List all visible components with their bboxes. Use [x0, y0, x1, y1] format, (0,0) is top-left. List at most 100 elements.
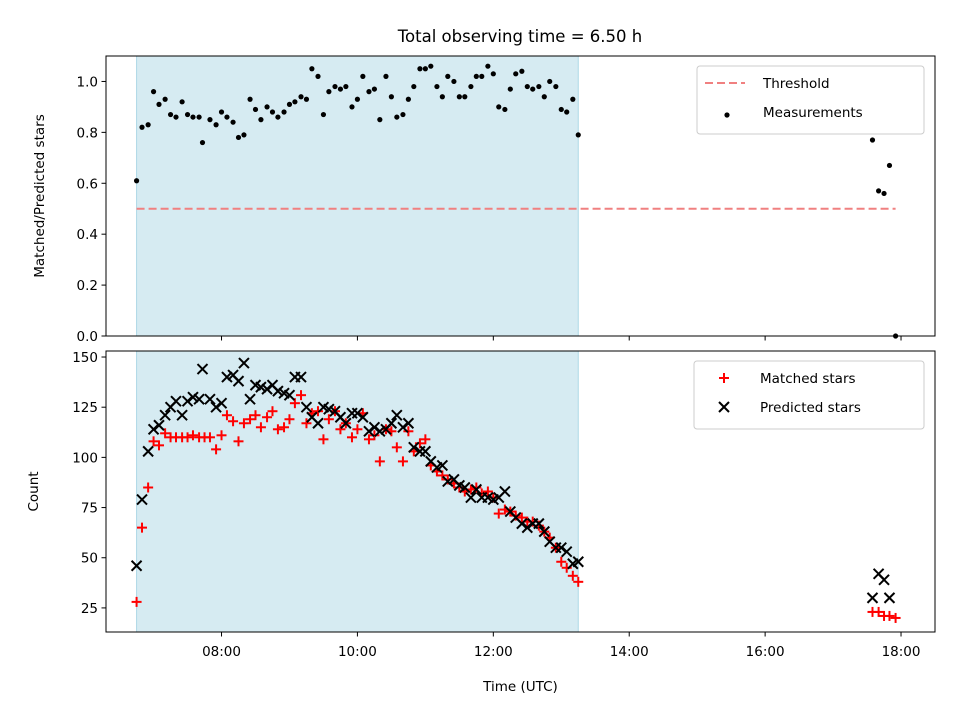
matched-star-point: [352, 424, 363, 435]
matched-star-point: [211, 444, 222, 455]
matched-star-point: [245, 414, 256, 425]
predicted-stars-points: [130, 357, 896, 604]
bottom-y-tick-label: 125: [72, 400, 98, 416]
top-y-axis-label: Matched/Predicted stars: [32, 114, 48, 277]
measurement-point: [564, 109, 570, 115]
measurement-point: [184, 111, 191, 118]
matched-star-point: [323, 414, 334, 425]
measurement-point: [207, 117, 213, 123]
matched-star-point: [137, 522, 148, 533]
measurement-point: [139, 124, 145, 130]
bottom-legend-box: [693, 360, 925, 430]
matched-star-point: [363, 434, 374, 445]
predicted-star-point: [351, 407, 364, 419]
predicted-star-point: [878, 574, 890, 586]
predicted-star-point: [295, 371, 307, 383]
measurement-point: [252, 106, 259, 113]
matched-star-point: [346, 432, 357, 443]
top-legend-label: Measurements: [763, 105, 863, 121]
bottom-legend-label: Matched stars: [760, 371, 856, 387]
predicted-star-point: [147, 423, 160, 435]
measurement-point: [502, 106, 508, 113]
top-y-tick-label: 0.4: [77, 227, 98, 243]
measurement-point: [298, 94, 304, 100]
measurement-point: [281, 109, 287, 115]
matched-star-point: [296, 390, 307, 401]
measurement-point: [876, 188, 882, 194]
predicted-star-point: [159, 409, 171, 421]
measurement-point: [558, 106, 564, 113]
measurement-point: [133, 178, 140, 184]
measurement-point: [485, 63, 491, 69]
predicted-star-point: [470, 483, 483, 496]
predicted-star-point: [368, 421, 381, 433]
matched-star-point: [284, 414, 295, 425]
bottom-y-tick-label: 75: [81, 501, 98, 517]
predicted-star-point: [300, 401, 313, 413]
predicted-star-point: [221, 371, 233, 383]
predicted-star-point: [374, 425, 386, 437]
measurement-point: [199, 139, 206, 146]
measurement-point: [536, 83, 542, 90]
matched-star-point: [228, 416, 239, 427]
predicted-star-point: [255, 381, 267, 393]
predicted-star-point: [204, 393, 216, 405]
predicted-star-point: [142, 445, 154, 458]
matched-star-point: [873, 606, 884, 617]
bottom-legend: Matched stars Predicted stars: [693, 360, 925, 430]
predicted-star-point: [357, 411, 369, 423]
matched-star-point: [369, 430, 380, 441]
matched-star-point: [262, 412, 273, 423]
x-tick-label: 10:00: [338, 644, 377, 660]
predicted-star-point: [232, 375, 245, 387]
measurement-point: [337, 86, 344, 92]
measurement-point: [456, 94, 462, 100]
matched-star-point: [216, 430, 227, 441]
matched-star-point: [289, 398, 300, 409]
predicted-star-point: [521, 521, 534, 534]
matched-star-point: [313, 406, 324, 417]
predicted-star-point: [516, 517, 528, 530]
predicted-star-point: [272, 385, 284, 397]
measurement-point: [354, 96, 361, 102]
x-tick-label: 18:00: [882, 644, 921, 660]
matched-star-point: [148, 436, 159, 447]
top-legend: Threshold Measurements: [696, 65, 925, 135]
matched-star-point: [335, 424, 346, 435]
matched-star-point: [279, 422, 290, 433]
predicted-star-point: [210, 401, 222, 413]
measurement-point: [519, 68, 525, 74]
matched-star-point: [160, 428, 171, 439]
predicted-star-point: [323, 403, 335, 415]
bottom-panel: 25 50 75 100 125 150 08:00 10:00 12:00 14:00 16:0…: [26, 350, 936, 695]
top-measurement-points: [133, 63, 899, 339]
measurement-point: [524, 83, 530, 90]
x-tick-label: 14:00: [610, 644, 649, 660]
measurement-point: [264, 104, 270, 110]
predicted-star-point: [883, 592, 896, 604]
predicted-star-point: [153, 419, 165, 431]
predicted-star-point: [555, 541, 567, 554]
predicted-star-point: [187, 391, 199, 403]
matched-star-point: [221, 410, 232, 421]
measurement-point: [496, 104, 502, 110]
measurement-point: [869, 137, 876, 143]
predicted-star-point: [193, 393, 205, 405]
top-y-tick-label: 1.0: [77, 74, 98, 90]
predicted-star-point: [560, 546, 573, 558]
bottom-shaded-region: [136, 350, 579, 633]
predicted-star-point: [402, 417, 415, 429]
matched-star-point: [516, 512, 527, 523]
bottom-legend-label: Predicted stars: [760, 400, 861, 416]
bottom-observing-window: [136, 350, 579, 633]
bottom-y-ticks: 25 50 75 100 125 150: [72, 350, 106, 617]
measurement-point: [473, 73, 479, 79]
matched-star-point: [154, 440, 165, 451]
bottom-y-tick-label: 150: [72, 350, 98, 366]
measurement-point: [360, 73, 366, 79]
measurement-point: [428, 63, 434, 69]
measurement-point: [258, 117, 264, 123]
measurement-point: [388, 94, 394, 100]
measurement-point: [343, 83, 349, 90]
